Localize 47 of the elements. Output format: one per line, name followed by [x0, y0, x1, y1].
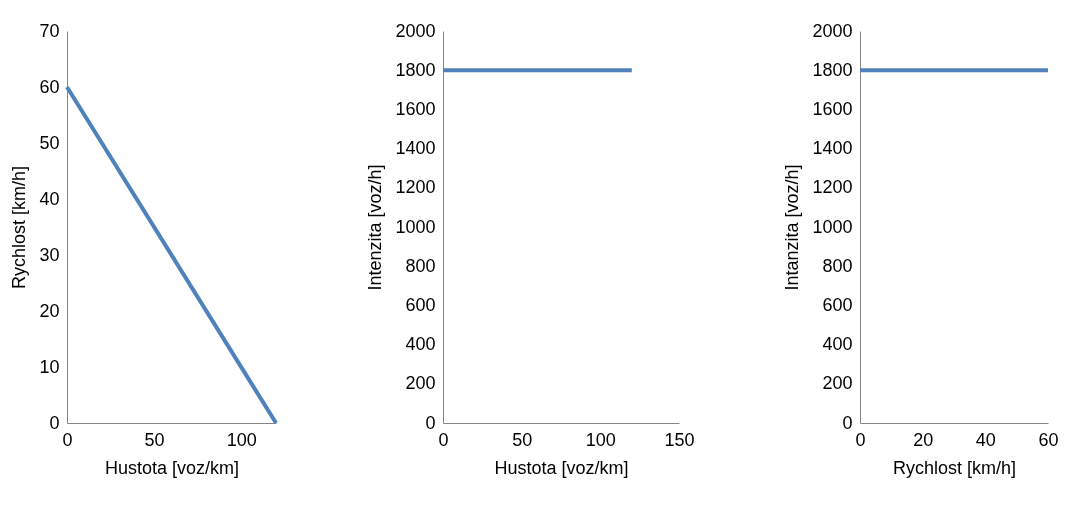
- x-tick-label: 50: [144, 429, 165, 450]
- y-tick-label: 800: [405, 255, 436, 276]
- x-tick-label: 150: [664, 429, 695, 450]
- x-tick-label: 40: [975, 429, 996, 450]
- y-tick-label: 1600: [395, 98, 436, 119]
- y-tick-label: 1200: [395, 177, 436, 198]
- y-tick-label: 40: [39, 188, 60, 209]
- y-tick-label: 2000: [395, 20, 436, 41]
- x-axis-title: Hustota [voz/km]: [494, 457, 629, 478]
- y-tick-label: 0: [425, 412, 436, 433]
- y-tick-label: 1400: [395, 138, 436, 159]
- y-axis-title: Rychlost [km/h]: [9, 165, 30, 290]
- x-tick-label: 0: [855, 429, 866, 450]
- y-tick-label: 200: [405, 373, 436, 394]
- x-tick-label: 20: [913, 429, 934, 450]
- y-tick-label: 30: [39, 244, 60, 265]
- y-tick-label: 1000: [395, 216, 436, 237]
- y-tick-label: 1800: [812, 59, 853, 80]
- y-tick-label: 1200: [812, 177, 853, 198]
- y-tick-label: 20: [39, 300, 60, 321]
- y-tick-label: 200: [822, 373, 853, 394]
- y-tick-label: 800: [822, 255, 853, 276]
- y-tick-label: 0: [49, 412, 60, 433]
- x-tick-label: 100: [585, 429, 616, 450]
- x-axis-title: Rychlost [km/h]: [892, 457, 1017, 478]
- y-tick-label: 1800: [395, 59, 436, 80]
- y-tick-label: 2000: [812, 20, 853, 41]
- x-tick-label: 0: [438, 429, 449, 450]
- y-tick-label: 1400: [812, 138, 853, 159]
- y-tick-label: 400: [822, 334, 853, 355]
- y-axis-title: Intenzita [voz/h]: [365, 164, 386, 291]
- y-tick-label: 0: [842, 412, 853, 433]
- x-tick-label: 60: [1038, 429, 1059, 450]
- y-tick-label: 600: [822, 294, 853, 315]
- y-tick-label: 60: [39, 76, 60, 97]
- y-tick-label: 600: [405, 294, 436, 315]
- y-tick-label: 10: [39, 356, 60, 377]
- x-tick-label: 0: [62, 429, 73, 450]
- x-tick-label: 50: [512, 429, 533, 450]
- y-tick-label: 1000: [812, 216, 853, 237]
- y-tick-label: 1600: [812, 98, 853, 119]
- y-tick-label: 70: [39, 20, 60, 41]
- y-tick-label: 400: [405, 334, 436, 355]
- y-tick-label: 50: [39, 132, 60, 153]
- y-axis-title: Intanzita [voz/h]: [782, 164, 803, 291]
- x-axis-title: Hustota [voz/km]: [104, 457, 240, 478]
- x-tick-label: 100: [226, 429, 257, 450]
